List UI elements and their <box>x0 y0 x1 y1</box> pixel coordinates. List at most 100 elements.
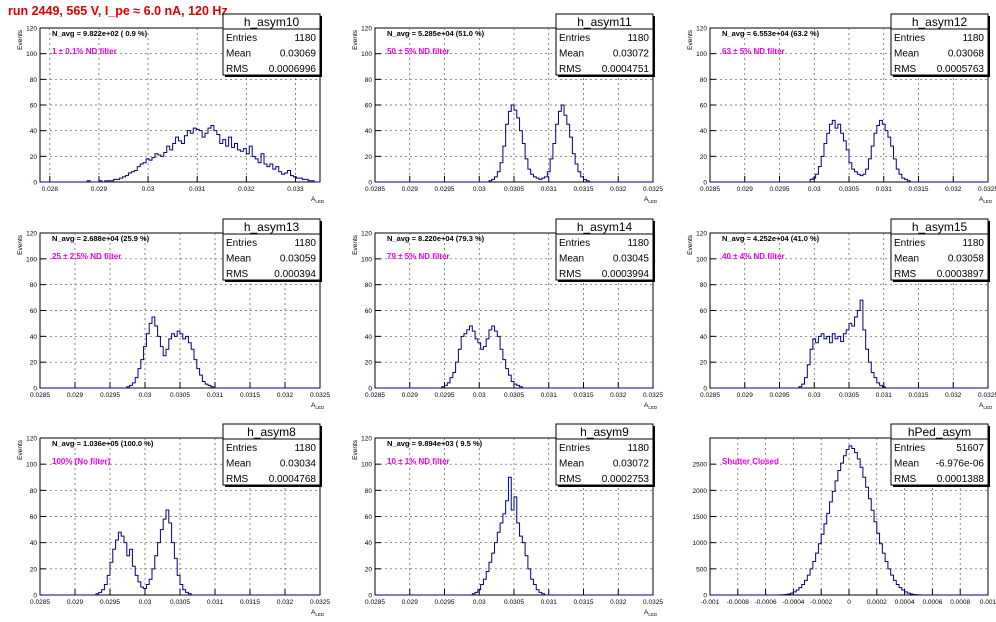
histogram-panel-h_asym8: 0 20 40 60 80 100 120 0.0285 0.029 0.0295 0.03 0.03… <box>17 423 330 617</box>
y-axis-label: Events <box>17 29 24 50</box>
y-tick-label: 20 <box>30 360 38 367</box>
x-tick-label: 0.029 <box>402 186 419 193</box>
x-tick-label: 0.0295 <box>770 186 790 193</box>
stats-label: Entries <box>894 33 925 44</box>
stats-value: 0.03069 <box>280 49 317 60</box>
y-tick-label: 80 <box>365 282 373 289</box>
x-axis-label: ALED <box>311 609 325 617</box>
stats-label: Mean <box>226 49 251 60</box>
stats-value: 1180 <box>294 443 316 454</box>
y-tick-label: 0 <box>368 180 372 187</box>
x-tick-label: 0.0305 <box>170 599 190 606</box>
x-tick-label: 0.032 <box>610 599 627 606</box>
histogram-name: h_asym12 <box>912 15 968 29</box>
x-tick-label: 0.029 <box>737 392 754 399</box>
histogram-bars <box>40 125 320 183</box>
y-tick-label: 120 <box>696 26 707 33</box>
navg-annotation: N_avg = 6.553e+04 (63.2 %) <box>722 29 820 38</box>
stats-value: 51607 <box>956 443 984 454</box>
y-tick-label: 100 <box>696 256 707 263</box>
x-tick-label: 0.0315 <box>909 392 929 399</box>
histogram-name: h_asym10 <box>244 15 300 29</box>
x-tick-label: 0.0295 <box>435 186 455 193</box>
stats-label: Entries <box>226 33 257 44</box>
x-tick-label: 0.0008 <box>950 599 970 606</box>
y-tick-label: 0 <box>703 180 707 187</box>
stats-label: Entries <box>226 238 257 249</box>
stats-label: RMS <box>559 269 582 280</box>
x-tick-label: 0.03 <box>808 392 821 399</box>
stats-value: -6.976e-06 <box>936 459 985 470</box>
stats-value: 0.0004768 <box>269 474 317 485</box>
stats-label: Mean <box>559 49 584 60</box>
y-axis-label: Events <box>687 29 694 50</box>
stats-value: 1180 <box>962 33 984 44</box>
stats-label: Mean <box>894 49 919 60</box>
y-axis-label: Events <box>687 234 694 255</box>
y-tick-label: 100 <box>361 462 372 469</box>
y-tick-label: 120 <box>696 231 707 238</box>
x-tick-label: 0.031 <box>876 186 893 193</box>
histogram-panel-h_asym13: 0 20 40 60 80 100 120 0.0285 0.029 0.0295 0.03 0.03… <box>17 218 330 410</box>
x-tick-label: 0.0315 <box>574 392 594 399</box>
navg-annotation: N_avg = 5.285e+04 (51.0 %) <box>387 29 485 38</box>
y-tick-label: 120 <box>26 436 37 443</box>
histogram-panel-h_asym14: 0 20 40 60 80 100 120 0.0285 0.029 0.0295 0.03 0.03… <box>352 218 663 410</box>
histogram-bars <box>40 316 320 389</box>
stats-value: 0.03059 <box>280 254 317 265</box>
stats-label: Mean <box>226 459 251 470</box>
stats-value: 1180 <box>627 33 649 44</box>
x-tick-label: 0.0325 <box>643 186 663 193</box>
y-tick-label: 40 <box>700 334 708 341</box>
y-tick-label: 60 <box>365 103 373 110</box>
x-tick-label: 0.032 <box>610 186 627 193</box>
y-tick-label: 80 <box>30 77 38 84</box>
x-tick-label: 0.029 <box>737 186 754 193</box>
y-tick-label: 100 <box>361 51 372 58</box>
navg-annotation: N_avg = 2.688e+04 (25.9 %) <box>52 234 150 243</box>
stats-label: Mean <box>226 254 251 265</box>
x-tick-label: 0.0325 <box>643 392 663 399</box>
x-tick-label: 0.0305 <box>504 599 524 606</box>
x-tick-label: 0.001 <box>980 599 996 606</box>
y-tick-label: 120 <box>361 26 372 33</box>
stats-label: Entries <box>894 443 925 454</box>
stats-value: 0.03072 <box>613 49 650 60</box>
x-tick-label: 0.0285 <box>30 599 50 606</box>
x-tick-label: 0.0325 <box>310 392 330 399</box>
x-tick-label: 0.033 <box>287 186 304 193</box>
x-tick-label: 0.031 <box>541 392 558 399</box>
stats-value: 1180 <box>294 33 316 44</box>
y-tick-label: 40 <box>365 128 373 135</box>
x-tick-label: 0.03 <box>139 599 152 606</box>
y-tick-label: 0 <box>703 593 707 600</box>
x-tick-label: 0.0285 <box>700 186 720 193</box>
y-tick-label: 20 <box>365 360 373 367</box>
y-axis-label: Events <box>352 234 359 255</box>
x-tick-label: 0.0315 <box>240 599 260 606</box>
stats-frame <box>890 218 989 281</box>
stats-box: h_asym13 Entries 1180 Mean 0.03059 RMS 0.00039… <box>222 218 322 282</box>
y-tick-label: 0 <box>368 386 372 393</box>
x-tick-label: 0.032 <box>945 392 962 399</box>
stats-label: Entries <box>559 33 590 44</box>
stats-value: 0.0004751 <box>602 64 650 75</box>
x-tick-label: -0.001 <box>701 599 720 606</box>
x-tick-label: 0.031 <box>207 392 224 399</box>
y-tick-label: 1500 <box>693 514 708 521</box>
x-tick-label: 0.031 <box>189 186 206 193</box>
x-tick-label: 0.0285 <box>365 392 385 399</box>
y-tick-label: 20 <box>700 154 708 161</box>
stats-value: 0.000394 <box>274 269 316 280</box>
x-tick-label: 0.0004 <box>895 599 915 606</box>
histogram-panel-h_asym10: 0 20 40 60 80 100 120 0.028 0.029 0.03 0.031 0.032 0… <box>17 13 325 204</box>
y-tick-label: 20 <box>30 566 38 573</box>
y-tick-label: 80 <box>30 282 38 289</box>
y-tick-label: 2500 <box>693 462 708 469</box>
x-tick-label: 0.029 <box>67 599 84 606</box>
y-tick-label: 0 <box>33 593 37 600</box>
stats-frame <box>890 423 989 486</box>
stats-box: h_asym12 Entries 1180 Mean 0.03068 RMS 0.00057… <box>890 13 990 77</box>
x-tick-label: 0.0325 <box>978 392 996 399</box>
